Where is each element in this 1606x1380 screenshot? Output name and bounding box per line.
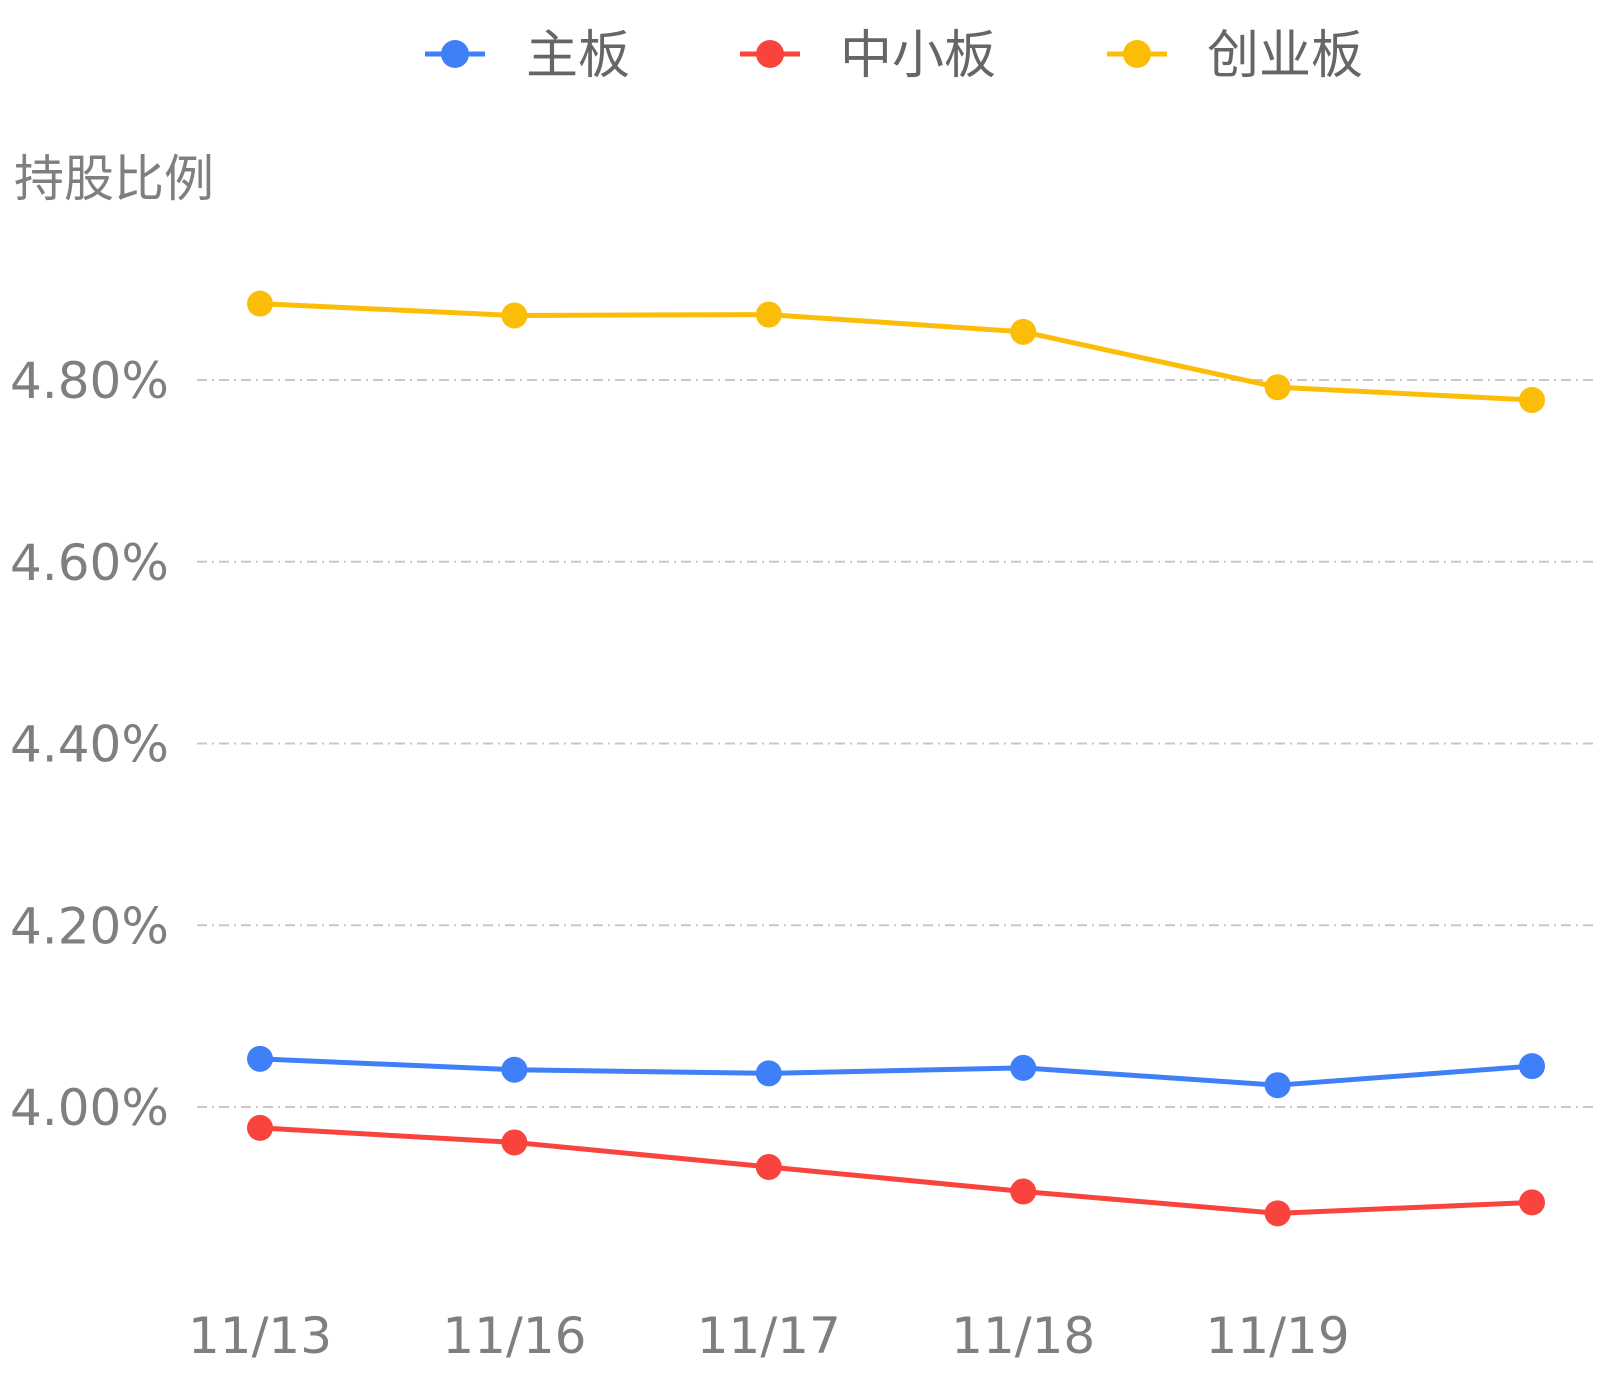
legend: 主板 中小板 创业板 (425, 26, 1363, 86)
y-tick-label: 4.20% (10, 897, 169, 955)
gridlines (197, 379, 1598, 1108)
data-point (1519, 1053, 1545, 1080)
data-point (1010, 1054, 1037, 1081)
y-axis-label: 持股比例 (14, 150, 214, 208)
y-tick-label: 4.00% (10, 1079, 169, 1137)
series-group (247, 290, 1545, 1227)
data-point (755, 1060, 782, 1087)
legend-item: 主板 (425, 26, 630, 86)
y-tick-label: 4.60% (10, 534, 169, 592)
data-point (247, 290, 273, 317)
data-point (247, 1114, 273, 1141)
legend-item: 中小板 (740, 26, 996, 86)
x-tick-label: 11/13 (188, 1307, 332, 1365)
y-axis-ticks: 4.00% 4.20% 4.40% 4.60% 4.80% (10, 352, 169, 1137)
data-point (501, 1056, 528, 1083)
x-tick-label: 11/16 (442, 1307, 586, 1365)
series-path (259, 1125, 1533, 1216)
data-point (1010, 1178, 1037, 1205)
series-path (259, 1056, 1533, 1088)
data-point (755, 1153, 782, 1180)
data-point (501, 302, 528, 329)
x-tick-label: 11/17 (697, 1307, 841, 1365)
data-point (1010, 318, 1037, 345)
legend-label: 中小板 (840, 26, 996, 86)
legend-swatch-marker (1123, 40, 1151, 68)
legend-swatch-marker (441, 40, 469, 68)
series-line (247, 290, 1545, 413)
series-line (247, 1114, 1545, 1227)
data-point (1264, 1200, 1291, 1227)
data-point (755, 301, 782, 328)
x-axis-ticks: 11/13 11/16 11/17 11/18 11/19 (188, 1307, 1350, 1365)
data-point (247, 1045, 273, 1072)
legend-label: 主板 (526, 26, 630, 86)
legend-swatch-marker (756, 40, 784, 68)
series-path (259, 301, 1533, 403)
y-tick-label: 4.40% (10, 716, 169, 774)
y-tick-label: 4.80% (10, 352, 169, 410)
data-point (1264, 1072, 1291, 1099)
data-point (1264, 374, 1291, 401)
data-point (1519, 1189, 1545, 1216)
x-tick-label: 11/19 (1206, 1307, 1350, 1365)
legend-label: 创业板 (1207, 26, 1363, 86)
legend-item: 创业板 (1107, 26, 1363, 86)
series-line (247, 1045, 1545, 1099)
data-point (501, 1129, 528, 1156)
x-tick-label: 11/18 (951, 1307, 1095, 1365)
data-point (1519, 386, 1545, 413)
